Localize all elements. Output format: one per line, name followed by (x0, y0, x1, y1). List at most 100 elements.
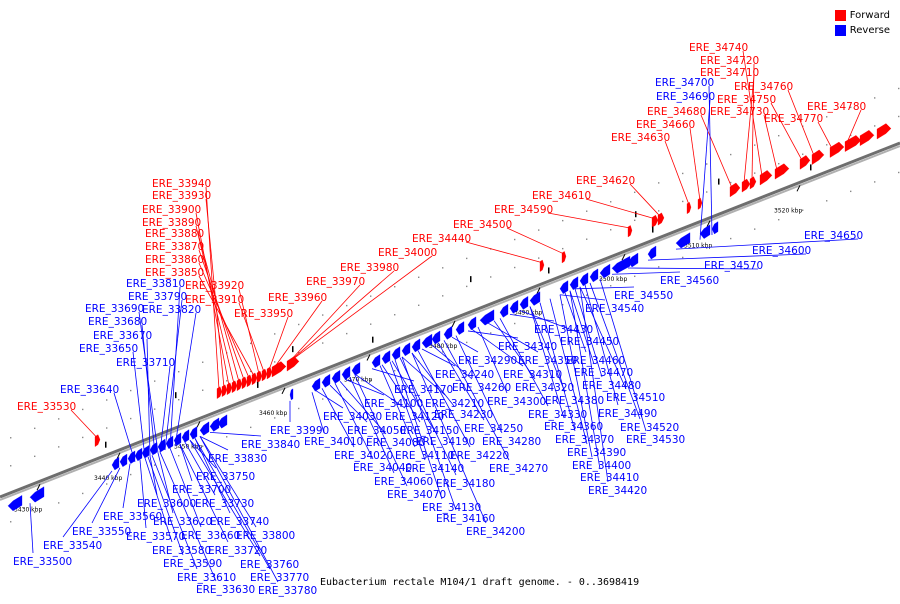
track-dot (850, 134, 852, 137)
reverse-gene-label: ERE_34210 (425, 398, 484, 410)
track-dot (442, 295, 444, 297)
reverse-gene-label: ERE_34130 (422, 502, 481, 514)
reverse-leader-line (184, 442, 216, 496)
tick-mark (116, 452, 121, 460)
forward-leader-line (846, 109, 862, 143)
track-dot (898, 87, 900, 90)
forward-leader-line (700, 114, 733, 189)
reverse-gene-label: ERE_34690 (656, 91, 715, 103)
reverse-leader-line (169, 447, 202, 528)
forward-gene-label: ERE_33970 (306, 276, 365, 288)
reverse-gene-label: ERE_33800 (236, 530, 295, 542)
reverse-gene-label: ERE_34250 (464, 423, 523, 435)
reverse-gene-glyph (599, 263, 611, 279)
reverse-gene-label: ERE_34080 (366, 437, 425, 449)
forward-gene-label: ERE_33860 (145, 254, 204, 266)
reverse-leader-line (146, 338, 151, 457)
reverse-gene-label: ERE_33570 (126, 531, 185, 543)
forward-gene-label: ERE_33980 (340, 262, 399, 274)
track-dot (466, 257, 468, 260)
reverse-gene-label: ERE_34370 (555, 434, 614, 446)
track-dot (250, 426, 252, 429)
track-dot (298, 323, 300, 326)
reverse-gene-glyph (165, 435, 174, 449)
feature-mark (257, 381, 259, 388)
reverse-gene-glyph (499, 303, 509, 318)
reverse-gene-label: ERE_33830 (208, 453, 267, 465)
track-dot (82, 436, 84, 439)
reverse-leader-line (574, 288, 603, 378)
tick-label: 3430 kbp (14, 506, 42, 513)
forward-leader-line (268, 316, 289, 371)
reverse-leader-line (199, 435, 229, 451)
reverse-gene-glyph (209, 417, 220, 432)
track-dot (874, 125, 876, 127)
tick-mark (281, 387, 286, 395)
reverse-leader-line (209, 432, 262, 437)
genome-caption: Eubacterium rectale M104/1 draft genome.… (320, 577, 640, 588)
forward-leader-line (195, 212, 230, 386)
reverse-leader-line (164, 299, 183, 451)
forward-leader-line (70, 409, 98, 438)
track-dot (10, 521, 12, 523)
reverse-gene-glyph (431, 330, 441, 345)
forward-gene-glyph (216, 386, 223, 399)
forward-leader-line (238, 302, 265, 373)
forward-gene-label: ERE_33890 (142, 217, 201, 229)
tick-label: 3440 kbp (94, 475, 122, 482)
forward-leader-line (547, 212, 631, 229)
track-dot (490, 332, 492, 334)
track-dot (154, 380, 156, 382)
track-dot (346, 304, 348, 307)
reverse-leader-line (132, 351, 146, 459)
track-dot (82, 408, 84, 411)
feature-mark (548, 267, 550, 274)
feature-mark (175, 392, 177, 399)
reverse-leader-line (509, 314, 555, 322)
track-dot (250, 370, 252, 373)
forward-leader-line (689, 127, 701, 201)
reverse-gene-label: ERE_34320 (515, 382, 574, 394)
reverse-leader-line (417, 350, 471, 448)
reverse-leader-line (611, 271, 681, 275)
reverse-leader-line (379, 365, 416, 448)
reverse-gene-label: ERE_33770 (250, 572, 309, 584)
reverse-gene-label: ERE_33560 (103, 511, 162, 523)
forward-gene-glyph (876, 123, 892, 140)
track-dot (586, 210, 588, 212)
forward-gene-glyph (241, 376, 248, 390)
track-dot (58, 446, 60, 448)
reverse-gene-label: ERE_33660 (181, 530, 240, 542)
reverse-leader-line (421, 348, 456, 367)
reverse-leader-line (589, 282, 641, 420)
reverse-gene-glyph (675, 232, 691, 249)
reverse-gene-glyph (589, 268, 599, 283)
genome-axis (0, 141, 900, 499)
forward-gene-glyph (729, 182, 741, 198)
reverse-gene-label: ERE_33790 (128, 291, 187, 303)
reverse-gene-label: ERE_33640 (60, 384, 119, 396)
forward-gene-label: ERE_34500 (453, 219, 512, 231)
forward-gene-label: ERE_34710 (700, 67, 759, 79)
reverse-gene-label: ERE_34160 (436, 513, 495, 525)
reverse-gene-label: ERE_33820 (142, 304, 201, 316)
legend: Forward Reverse (834, 8, 890, 38)
reverse-leader-line (599, 278, 647, 432)
forward-gene-label: ERE_34730 (710, 106, 769, 118)
reverse-leader-line (443, 340, 510, 461)
reverse-gene-glyph (467, 316, 477, 331)
reverse-leader-line (159, 365, 171, 453)
track-dot (634, 275, 636, 278)
reverse-gene-label: ERE_34570 (704, 260, 763, 272)
track-dot (298, 351, 300, 354)
reverse-gene-glyph (141, 445, 150, 459)
reverse-gene-glyph (699, 224, 711, 239)
reverse-leader-line (144, 457, 173, 543)
reverse-gene-label: ERE_33760 (240, 559, 299, 571)
forward-leader-line (288, 284, 361, 363)
track-dot (850, 190, 852, 193)
reverse-gene-label: ERE_34450 (560, 336, 619, 348)
reverse-gene-glyph (331, 369, 341, 384)
track-dot (442, 267, 444, 269)
reverse-leader-line (141, 324, 156, 455)
